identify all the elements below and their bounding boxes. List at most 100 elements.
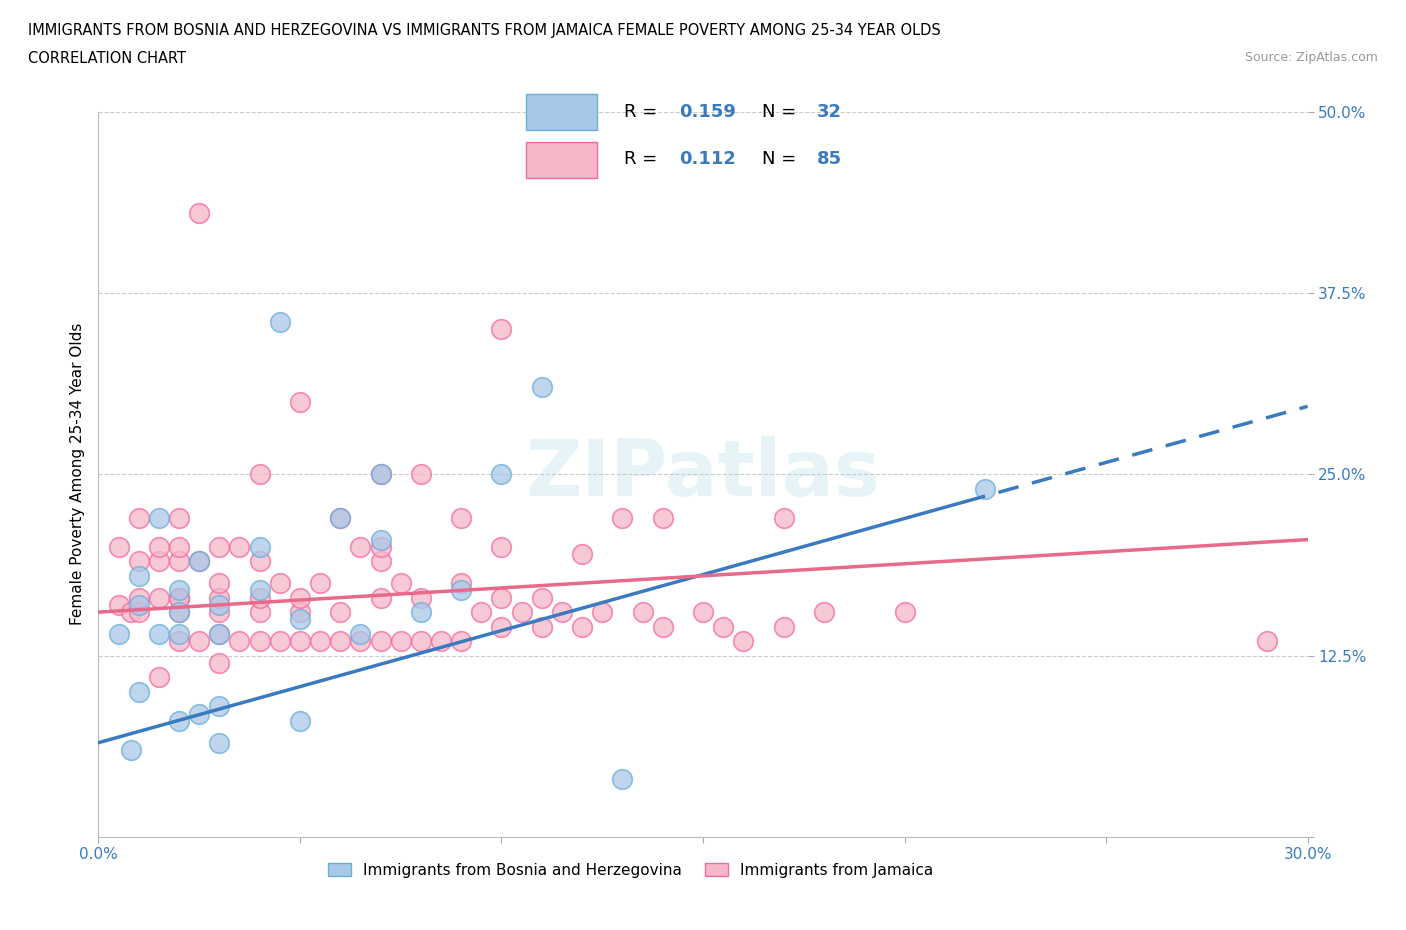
Point [128, 597, 150, 612]
Point [491, 539, 513, 554]
Text: 32: 32 [817, 103, 842, 121]
Text: Source: ZipAtlas.com: Source: ZipAtlas.com [1244, 51, 1378, 64]
Point [370, 554, 392, 569]
Point [329, 511, 352, 525]
Point [120, 604, 142, 619]
Legend: Immigrants from Bosnia and Herzegovina, Immigrants from Jamaica: Immigrants from Bosnia and Herzegovina, … [322, 857, 939, 884]
Text: ZIPatlas: ZIPatlas [526, 436, 880, 512]
Point [370, 467, 392, 482]
Point [450, 576, 472, 591]
Point [288, 394, 311, 409]
Point [167, 539, 190, 554]
Point [269, 576, 291, 591]
Point [288, 612, 311, 627]
Point [148, 591, 170, 605]
Point [128, 604, 150, 619]
FancyBboxPatch shape [526, 142, 596, 178]
Text: N =: N = [762, 103, 801, 121]
Point [430, 633, 453, 648]
Text: CORRELATION CHART: CORRELATION CHART [28, 51, 186, 66]
Point [208, 591, 231, 605]
Point [651, 619, 673, 634]
Text: R =: R = [624, 103, 664, 121]
Point [288, 633, 311, 648]
Point [249, 554, 271, 569]
Point [631, 604, 654, 619]
Point [491, 322, 513, 337]
Point [167, 633, 190, 648]
Point [470, 604, 492, 619]
Point [128, 568, 150, 583]
Point [349, 627, 371, 642]
Point [389, 633, 412, 648]
Point [228, 633, 250, 648]
Point [249, 604, 271, 619]
Text: 85: 85 [817, 151, 842, 168]
Point [167, 627, 190, 642]
Point [249, 467, 271, 482]
Point [733, 633, 755, 648]
Point [167, 604, 190, 619]
Text: 0.112: 0.112 [679, 151, 737, 168]
Point [269, 633, 291, 648]
Point [208, 736, 231, 751]
Point [208, 539, 231, 554]
Point [510, 604, 533, 619]
Point [491, 591, 513, 605]
Point [269, 314, 291, 329]
Point [571, 547, 593, 562]
Point [551, 604, 574, 619]
Text: 0.159: 0.159 [679, 103, 737, 121]
Point [167, 604, 190, 619]
Point [249, 583, 271, 598]
Point [208, 627, 231, 642]
Point [409, 467, 432, 482]
Point [612, 772, 634, 787]
Point [491, 467, 513, 482]
Point [188, 706, 211, 721]
Point [148, 670, 170, 684]
Point [107, 539, 129, 554]
Point [409, 604, 432, 619]
Point [349, 539, 371, 554]
Point [167, 511, 190, 525]
Point [893, 604, 915, 619]
Point [651, 511, 673, 525]
Point [591, 604, 613, 619]
Point [228, 539, 250, 554]
Point [148, 511, 170, 525]
Point [389, 576, 412, 591]
Point [288, 591, 311, 605]
Point [128, 554, 150, 569]
Text: IMMIGRANTS FROM BOSNIA AND HERZEGOVINA VS IMMIGRANTS FROM JAMAICA FEMALE POVERTY: IMMIGRANTS FROM BOSNIA AND HERZEGOVINA V… [28, 23, 941, 38]
Point [370, 539, 392, 554]
Point [711, 619, 734, 634]
Point [772, 511, 794, 525]
Point [409, 591, 432, 605]
Point [309, 576, 332, 591]
Point [288, 713, 311, 728]
Point [188, 554, 211, 569]
Point [167, 713, 190, 728]
Point [188, 554, 211, 569]
Point [370, 591, 392, 605]
Y-axis label: Female Poverty Among 25-34 Year Olds: Female Poverty Among 25-34 Year Olds [69, 323, 84, 626]
Point [974, 482, 997, 497]
Point [107, 627, 129, 642]
Point [370, 633, 392, 648]
Point [571, 619, 593, 634]
Point [370, 467, 392, 482]
Point [128, 511, 150, 525]
Point [249, 539, 271, 554]
Point [450, 633, 472, 648]
Point [188, 206, 211, 220]
Point [148, 554, 170, 569]
Point [208, 597, 231, 612]
Point [208, 604, 231, 619]
Point [148, 539, 170, 554]
Point [692, 604, 714, 619]
Point [1256, 633, 1278, 648]
Point [288, 604, 311, 619]
Point [167, 554, 190, 569]
Point [329, 511, 352, 525]
